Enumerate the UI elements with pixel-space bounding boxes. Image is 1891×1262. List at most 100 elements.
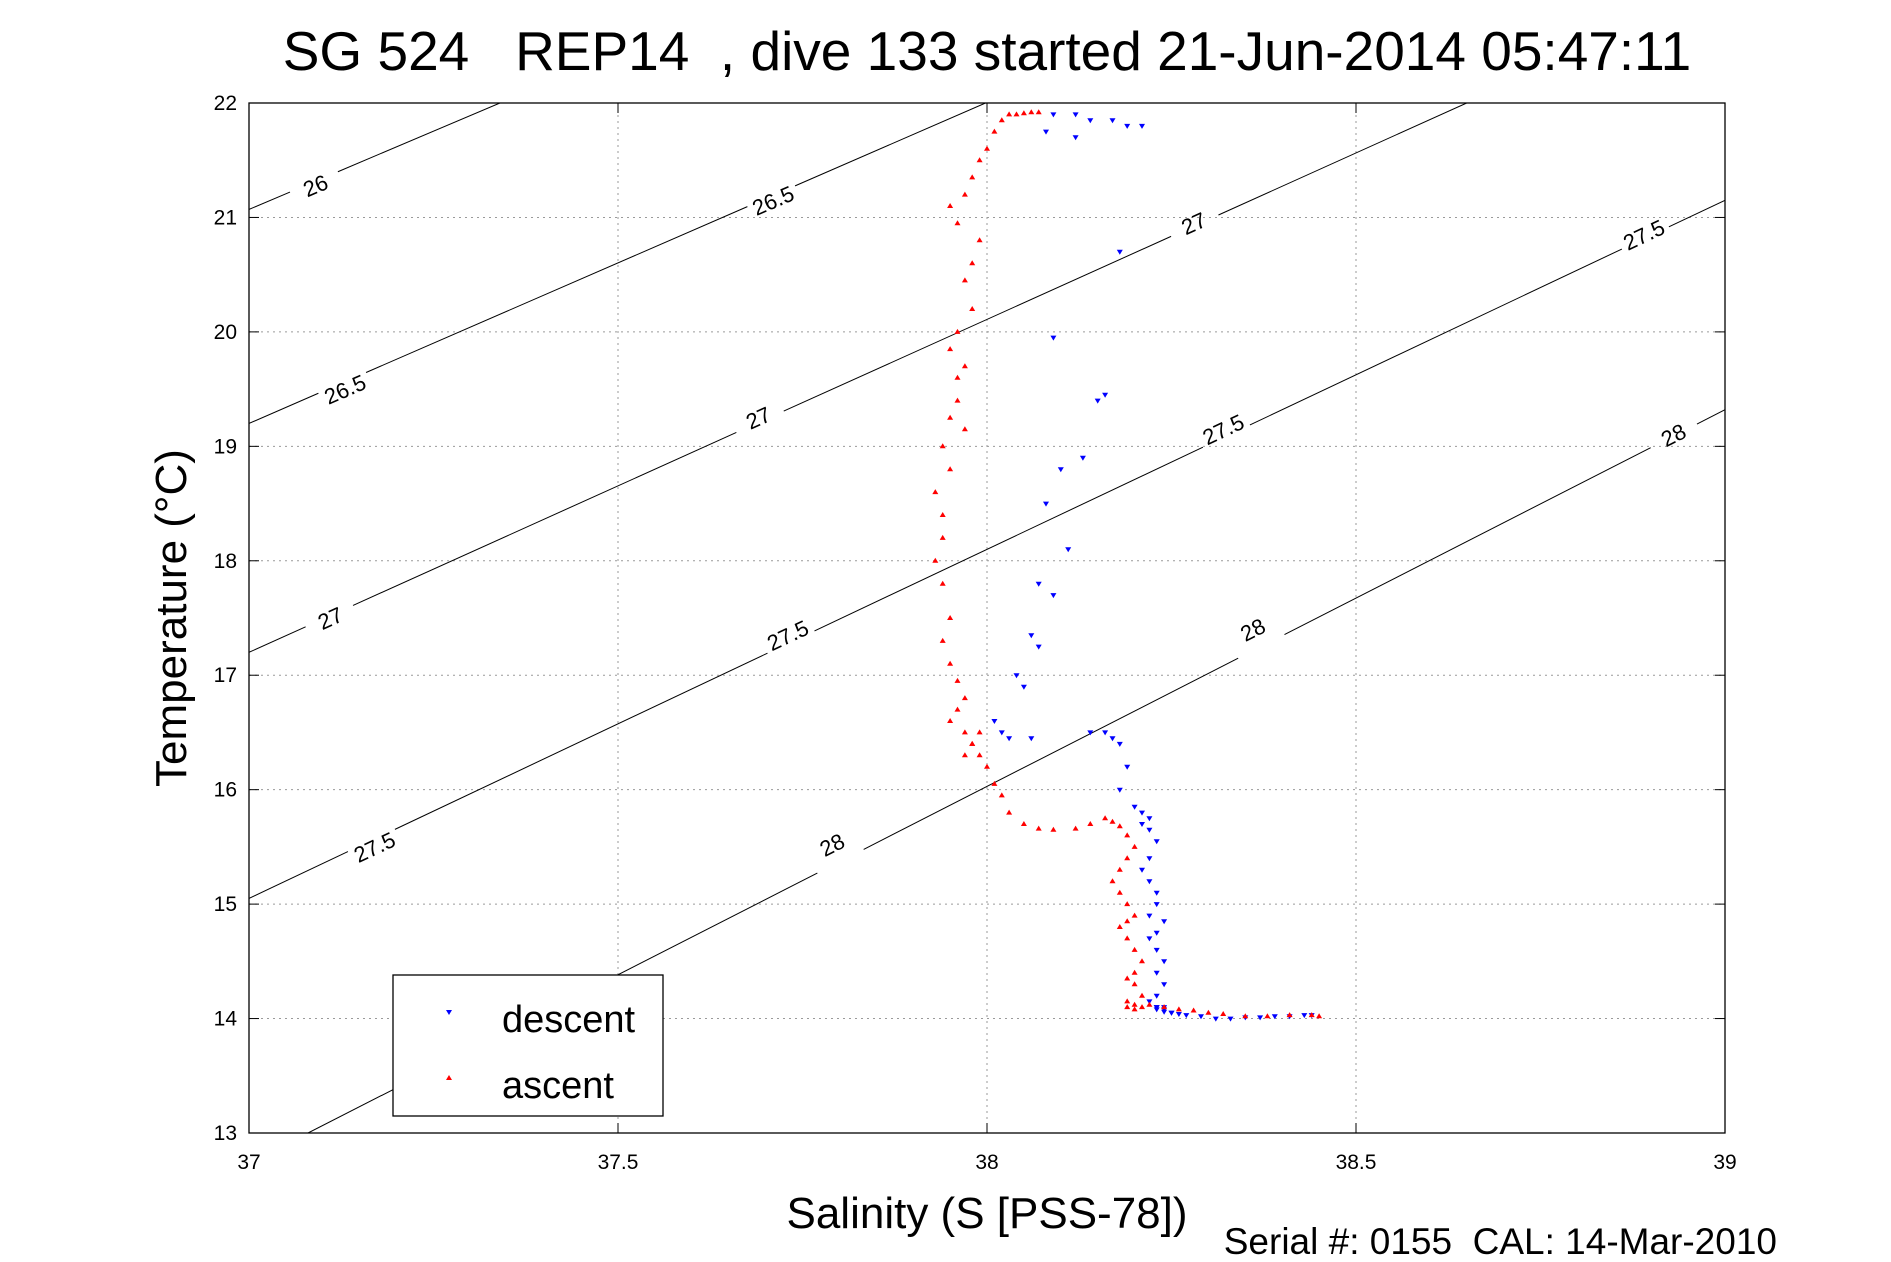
ascent-point — [1116, 924, 1123, 929]
descent-point — [1131, 804, 1138, 810]
density-contour-26.5 — [794, 103, 986, 187]
y-axis-ticks: 13 14 15 16 17 18 19 20 21 22 — [214, 92, 1725, 1145]
descent-point — [1124, 764, 1131, 770]
grid-lines — [249, 103, 1725, 1133]
y-tick-label: 19 — [214, 435, 237, 458]
density-contour-27.5 — [1668, 199, 1725, 228]
ascent-point — [1131, 1001, 1138, 1007]
ascent-point — [1131, 912, 1138, 918]
ascent-point — [1109, 878, 1116, 884]
ascent-point — [1020, 110, 1027, 116]
ascent-point — [954, 397, 961, 403]
ascent-point — [1146, 1001, 1153, 1007]
descent-point — [1087, 730, 1094, 736]
density-contour-26 — [337, 103, 501, 173]
ascent-point — [1116, 866, 1123, 872]
descent-point — [1116, 787, 1123, 793]
descent-point — [1139, 810, 1145, 816]
descent-point — [1175, 1012, 1182, 1017]
ascent-point — [947, 346, 954, 352]
ascent-point — [939, 580, 946, 586]
ascent-point — [1242, 1013, 1249, 1019]
density-contour-27.5 — [249, 851, 349, 899]
density-contour-27.5 — [1249, 248, 1623, 426]
ascent-point — [1087, 821, 1094, 826]
y-tick-label: 18 — [214, 550, 237, 573]
ascent-point — [1131, 981, 1138, 987]
descent-point — [1035, 644, 1042, 650]
descent-point — [1161, 959, 1168, 965]
descent-point — [1139, 123, 1145, 129]
descent-point — [1146, 827, 1153, 833]
ascent-point — [954, 706, 961, 712]
descent-point — [1153, 1005, 1160, 1011]
descent-point — [1146, 879, 1153, 885]
density-contour-27 — [783, 235, 1172, 412]
descent-point — [1028, 736, 1035, 742]
ascent-point — [947, 466, 954, 472]
ascent-point — [961, 277, 968, 283]
ascent-point — [1116, 823, 1123, 829]
descent-point — [1153, 890, 1160, 896]
legend: descent ascent — [392, 974, 664, 1117]
ascent-point — [961, 191, 968, 197]
ascent-point — [1124, 832, 1131, 838]
ascent-point — [1124, 1004, 1131, 1010]
descent-point — [1020, 684, 1027, 690]
ascent-point — [976, 729, 983, 735]
descent-point — [1072, 135, 1079, 141]
ascent-point — [976, 752, 983, 758]
descent-point — [1043, 129, 1049, 135]
legend-box — [392, 974, 664, 1117]
ascent-point — [1006, 111, 1013, 117]
descent-point — [1109, 118, 1116, 124]
ascent-point — [1020, 821, 1027, 826]
ascent-point — [1124, 998, 1131, 1004]
y-tick-label: 17 — [214, 664, 237, 687]
ascent-point — [954, 220, 961, 226]
x-axis-ticks: 37 37.5 38 38.5 39 — [237, 103, 1737, 1174]
y-tick-label: 22 — [214, 92, 237, 115]
ascent-point — [939, 443, 946, 449]
descent-point — [1168, 1010, 1175, 1016]
ascent-point — [998, 117, 1005, 123]
ascent-point — [969, 260, 976, 266]
legend-label-descent: descent — [502, 999, 636, 1041]
ascent-point — [969, 740, 976, 746]
x-tick-label: 37 — [237, 1151, 260, 1174]
ascent-point — [947, 414, 954, 420]
descent-point — [1153, 930, 1160, 936]
legend-label-ascent: ascent — [502, 1065, 614, 1107]
density-contour-26.5 — [365, 206, 748, 373]
ascent-point — [1013, 111, 1020, 117]
y-tick-label: 20 — [214, 321, 237, 344]
ascent-point — [1131, 969, 1138, 975]
density-contour-26 — [249, 191, 291, 210]
descent-point — [1301, 1013, 1308, 1019]
legend-marker-descent — [446, 1010, 452, 1015]
serial-calibration-note: Serial #: 0155 CAL: 14-Mar-2010 — [1224, 1221, 1777, 1262]
descent-point — [1271, 1014, 1278, 1020]
data-points — [932, 109, 1323, 1022]
descent-point — [1212, 1016, 1219, 1022]
descent-point — [1035, 581, 1042, 587]
descent-point — [1161, 982, 1168, 988]
descent-point — [1094, 398, 1101, 404]
ascent-point — [1124, 918, 1131, 924]
ascent-point — [961, 695, 968, 701]
x-tick-label: 37.5 — [598, 1151, 639, 1174]
ascent-point — [1124, 975, 1131, 981]
y-axis-label: Temperature (°C) — [147, 449, 196, 787]
density-contour-27 — [352, 432, 737, 606]
descent-point — [1102, 392, 1109, 398]
ascent-point — [939, 637, 946, 643]
ascent-point — [947, 660, 954, 666]
ascent-point — [947, 203, 954, 208]
ascent-point — [1139, 1004, 1145, 1010]
descent-point — [1139, 867, 1145, 873]
descent-point — [1013, 673, 1020, 679]
ascent-point — [1109, 818, 1116, 824]
ascent-point — [1028, 109, 1035, 115]
ascent-point — [947, 615, 954, 620]
ascent-point — [1139, 958, 1145, 964]
